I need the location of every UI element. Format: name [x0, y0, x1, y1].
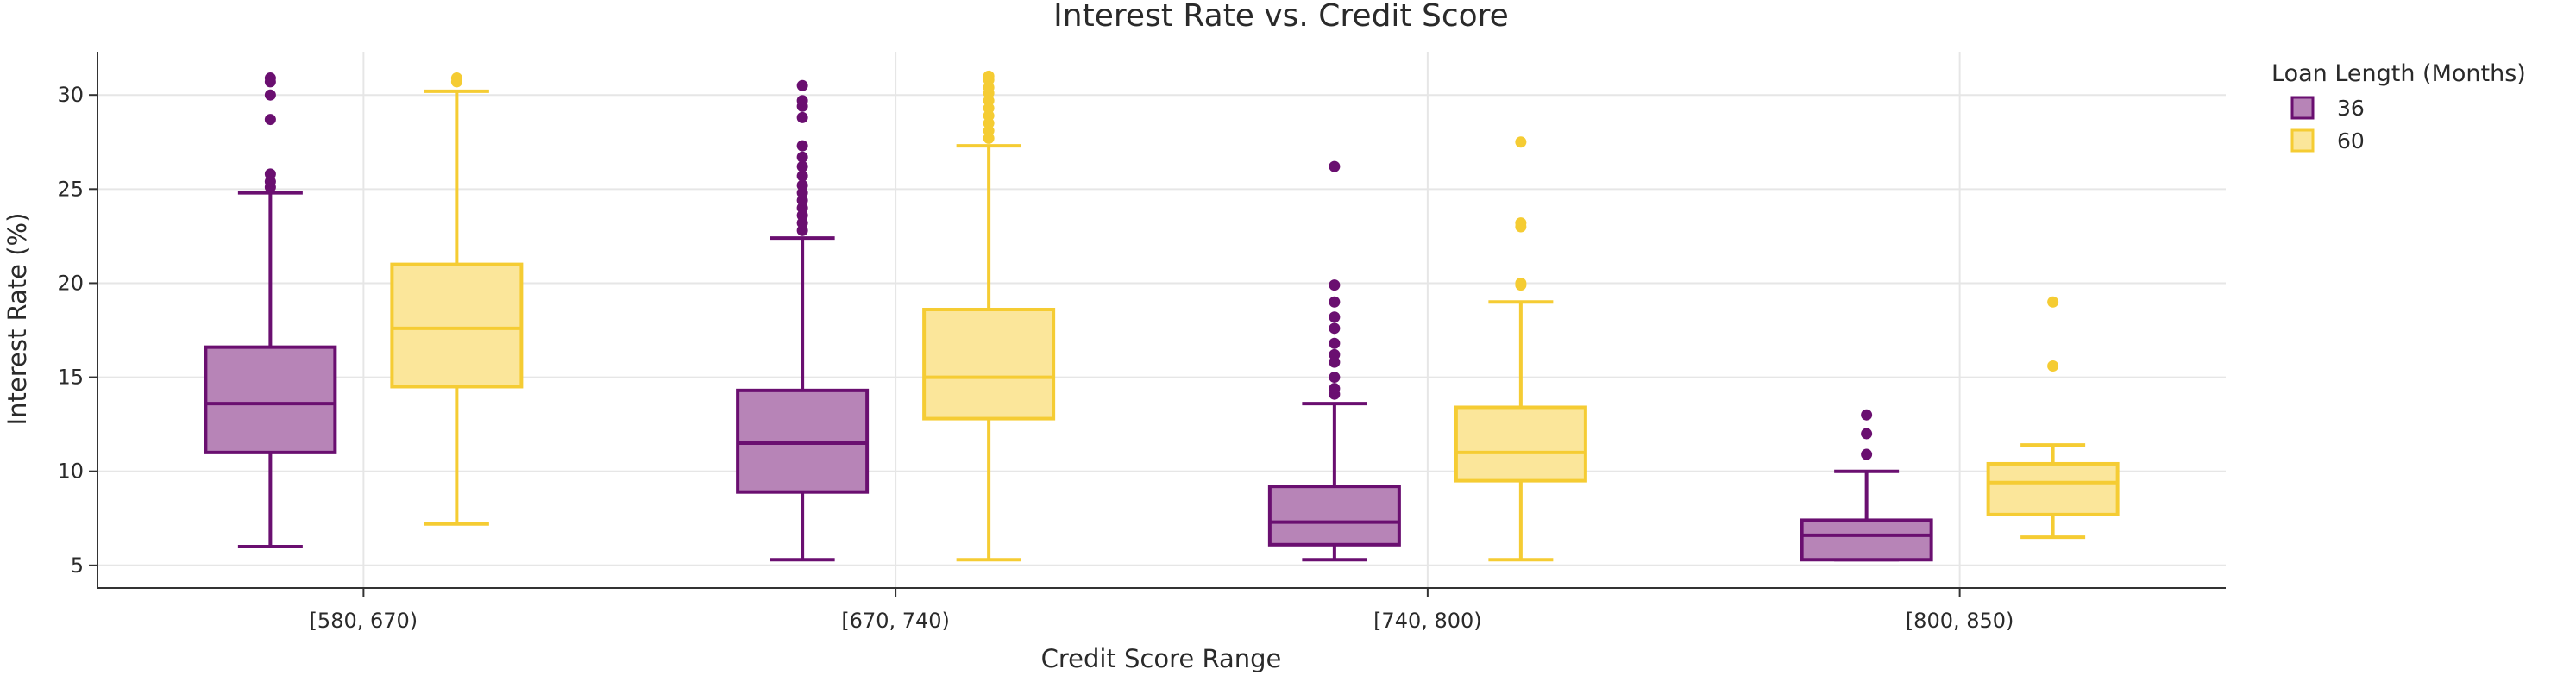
box-iqr	[922, 307, 1056, 421]
x-tick-label: [800, 850)	[1906, 609, 2014, 633]
outlier-point	[796, 160, 808, 172]
y-tick-label: 30	[57, 83, 84, 107]
legend-swatch-36	[2290, 96, 2315, 120]
box-36-1	[736, 79, 870, 562]
x-axis-title: Credit Score Range	[1041, 644, 1282, 673]
outlier-point	[264, 168, 276, 180]
outlier-point	[2047, 296, 2059, 308]
legend-label-36: 36	[2337, 96, 2365, 121]
box-60-1	[922, 70, 1056, 562]
outlier-point	[796, 95, 808, 107]
y-tick-label: 25	[57, 177, 84, 201]
outlier-point	[796, 111, 808, 123]
outlier-point	[1515, 136, 1527, 148]
box-36-2	[1267, 160, 1401, 562]
y-tick-label: 15	[57, 366, 84, 390]
legend: Loan Length (Months) 36 60	[2271, 60, 2526, 153]
outlier-point	[1515, 277, 1527, 289]
box-iqr	[390, 262, 524, 389]
outlier-point	[1861, 428, 1873, 440]
x-tick-label: [580, 670)	[310, 609, 418, 633]
outlier-point	[264, 89, 276, 101]
outlier-point	[796, 179, 808, 191]
outlier-point	[1329, 160, 1341, 172]
box-series	[204, 70, 2120, 562]
outlier-point	[1329, 322, 1341, 335]
box-iqr	[1267, 485, 1401, 547]
outlier-point	[1329, 372, 1341, 384]
outlier-point	[796, 79, 808, 91]
outlier-point	[1329, 311, 1341, 323]
outlier-point	[796, 170, 808, 182]
y-tick-label: 20	[57, 271, 84, 295]
chart-title: Interest Rate vs. Credit Score	[1053, 0, 1509, 34]
outlier-point	[264, 72, 276, 84]
outlier-point	[1329, 337, 1341, 349]
y-tick-label: 10	[57, 460, 84, 484]
box-iqr	[1454, 405, 1587, 483]
outlier-point	[796, 151, 808, 163]
legend-label-60: 60	[2337, 128, 2365, 153]
x-tick-label: [670, 740)	[841, 609, 950, 633]
axis-ticks: 5 10 15 20 25 30 [580, 670) [670, 740) [740, 800…	[57, 83, 2014, 633]
box-36-3	[1800, 409, 1933, 562]
box-60-2	[1454, 136, 1587, 562]
outlier-point	[1515, 217, 1527, 229]
axes	[97, 52, 2226, 589]
box-60-0	[390, 72, 524, 526]
box-iqr	[1800, 518, 1933, 562]
outlier-point	[1861, 448, 1873, 460]
box-iqr	[1986, 461, 2120, 516]
outlier-point	[983, 70, 995, 82]
outlier-point	[1329, 383, 1341, 395]
x-tick-label: [740, 800)	[1373, 609, 1482, 633]
outlier-point	[796, 140, 808, 152]
outlier-point	[1329, 296, 1341, 308]
box-iqr	[204, 345, 337, 454]
box-36-0	[204, 72, 337, 548]
legend-title: Loan Length (Months)	[2271, 60, 2526, 87]
outlier-point	[264, 114, 276, 126]
y-axis-title: Interest Rate (%)	[3, 213, 32, 426]
box-iqr	[736, 388, 870, 494]
outlier-point	[1329, 348, 1341, 360]
outlier-point	[1861, 409, 1873, 421]
outlier-point	[450, 72, 462, 84]
y-tick-label: 5	[71, 554, 84, 578]
box-60-3	[1986, 296, 2120, 540]
outlier-point	[1329, 279, 1341, 291]
outlier-point	[2047, 360, 2059, 372]
legend-swatch-60	[2290, 128, 2315, 153]
